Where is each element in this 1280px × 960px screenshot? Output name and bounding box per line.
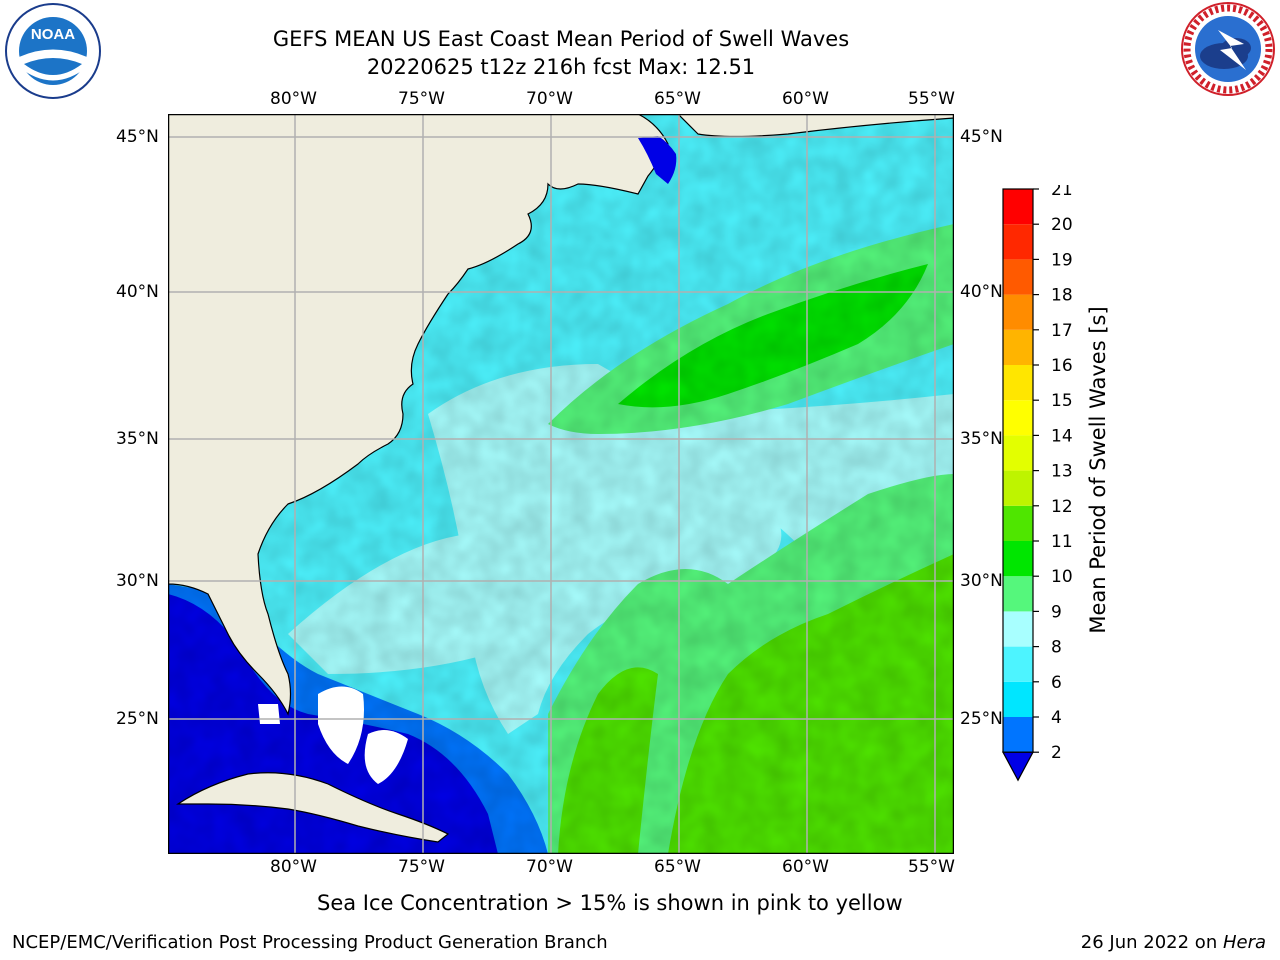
lon-tick-top-60w: 60°W [782,89,829,109]
colorbar-cell [1003,259,1033,295]
lat-tick-left-35n: 35°N [116,429,159,449]
footer-date: 26 Jun 2022 on [1080,932,1223,953]
lat-tick-left-30n: 30°N [116,571,159,591]
chart-subtitle: 20220625 t12z 216h fcst Max: 12.51 [366,55,756,79]
nova-scotia-land [677,114,954,138]
colorbar-cell [1003,505,1033,541]
colorbar-cell [1003,224,1033,260]
lat-tick-right-45n: 45°N [960,127,1003,147]
nws-logo [1181,2,1275,96]
colorbar-tick-label: 20 [1051,215,1073,235]
lat-tick-right-25n: 25°N [960,709,1003,729]
lat-tick-left-45n: 45°N [116,127,159,147]
colorbar: 2 4 6 8 9 10 11 12 13 14 15 16 17 18 19 20 21 [1001,185,1073,782]
footer-host: Hera [1222,932,1266,953]
lon-tick-bottom-55w: 55°W [908,857,955,877]
footer-branch: NCEP/EMC/Verification Post Processing Pr… [12,932,608,953]
lon-tick-bottom-60w: 60°W [782,857,829,877]
lon-tick-top-80w: 80°W [270,89,317,109]
lon-tick-top-75w: 75°W [398,89,445,109]
colorbar-cell [1003,435,1033,471]
colorbar-cell [1003,365,1033,401]
colorbar-tick-label: 15 [1051,391,1073,411]
swell-period-map [168,114,954,854]
colorbar-cell [1003,646,1033,682]
cuba-land [176,772,450,843]
colorbar-tick-label: 17 [1051,321,1073,341]
colorbar-tick-label: 13 [1051,462,1073,482]
colorbar-tick-label: 21 [1051,185,1073,200]
colorbar-tick-label: 16 [1051,356,1073,376]
colorbar-tick-label: 8 [1051,638,1062,658]
bahamas-bank [318,686,364,764]
bay-of-fundy [638,136,677,184]
colorbar-cell [1003,681,1033,717]
lon-tick-bottom-65w: 65°W [654,857,701,877]
lon-tick-top-70w: 70°W [526,89,573,109]
graticule [168,114,954,854]
lat-tick-left-40n: 40°N [116,282,159,302]
colorbar-cell [1003,541,1033,577]
lat-tick-right-30n: 30°N [960,571,1003,591]
lon-tick-top-65w: 65°W [654,89,701,109]
lat-tick-right-40n: 40°N [960,282,1003,302]
colorbar-tick-label: 6 [1051,673,1062,693]
map-frame [168,114,954,854]
colorbar-label: Mean Period of Swell Waves [s] [1086,306,1110,634]
colorbar-cell [1003,611,1033,647]
colorbar-cell [1003,717,1033,753]
colorbar-tick-label: 14 [1051,426,1073,446]
colorbar-cell [1003,329,1033,365]
colorbar-tick-label: 18 [1051,286,1073,306]
lon-tick-bottom-75w: 75°W [398,857,445,877]
lat-tick-right-35n: 35°N [960,429,1003,449]
colorbar-tick-label: 19 [1051,250,1073,270]
colorbar-tick-label: 12 [1051,497,1073,517]
north-america-land [168,114,669,716]
colorbar-tick-label: 9 [1051,602,1062,622]
colorbar-cell [1003,294,1033,330]
sea-ice-caption: Sea Ice Concentration > 15% is shown in … [317,891,903,915]
colorbar-extend-triangle [1001,751,1035,782]
lon-tick-bottom-80w: 80°W [270,857,317,877]
colorbar-tick-label: 2 [1051,743,1062,763]
lon-tick-top-55w: 55°W [908,89,955,109]
colorbar-cell [1003,189,1033,225]
colorbar-cell [1003,400,1033,436]
noaa-logo-text: NOAA [31,26,75,43]
colorbar-tick-label: 10 [1051,567,1073,587]
colorbar-tick-label: 11 [1051,532,1073,552]
lat-tick-left-25n: 25°N [116,709,159,729]
colorbar-cell [1003,576,1033,612]
lon-tick-bottom-70w: 70°W [526,857,573,877]
colorbar-cell [1003,470,1033,506]
noaa-logo: NOAA [5,3,101,99]
colorbar-tick-label: 4 [1051,708,1062,728]
footer-timestamp: 26 Jun 2022 on Hera [1081,932,1266,953]
chart-title: GEFS MEAN US East Coast Mean Period of S… [272,27,850,51]
